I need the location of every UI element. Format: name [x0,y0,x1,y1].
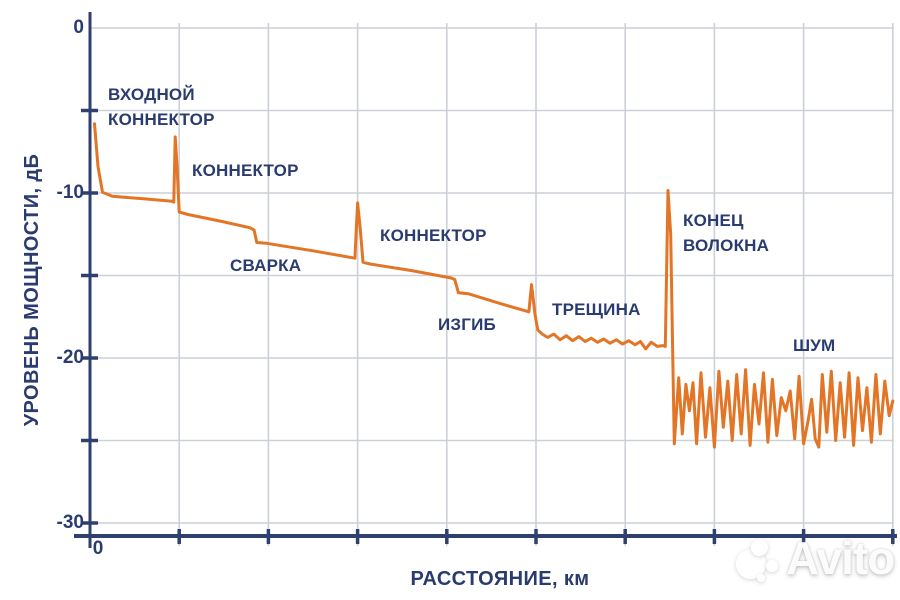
y-tick-label-0: 0 [73,17,84,38]
noise-label: ШУМ [793,336,836,355]
avito-logo-circle-medium [751,539,768,556]
x-axis-title: РАССТОЯНИЕ, км [410,568,590,590]
y-tick-label--30: -30 [56,512,84,533]
splice-label: СВАРКА [230,256,302,275]
y-axis-title: УРОВЕНЬ МОЩНОСТИ, дБ [21,153,43,427]
avito-logo-circle-small [766,560,778,572]
connector-2-label: КОННЕКТОР [380,226,487,245]
avito-logo-circle-tiny [757,574,765,582]
crack-label: ТРЕЩИНА [552,300,641,319]
connector-1-label: КОННЕКТОР [192,161,299,180]
y-tick-label--10: -10 [56,182,84,203]
input-connector-label: ВХОДНОЙ КОННЕКТОР [108,85,215,129]
avito-watermark-text: Avito [786,532,895,584]
fiber-end-label: КОНЕЦ ВОЛОКНА [683,211,770,255]
avito-watermark: Avito [730,530,900,590]
otdr-trace [93,122,895,449]
bend-label: ИЗГИБ [438,315,496,334]
y-tick-label--20: -20 [56,347,84,368]
x-tick-label-0: 0 [92,538,104,559]
